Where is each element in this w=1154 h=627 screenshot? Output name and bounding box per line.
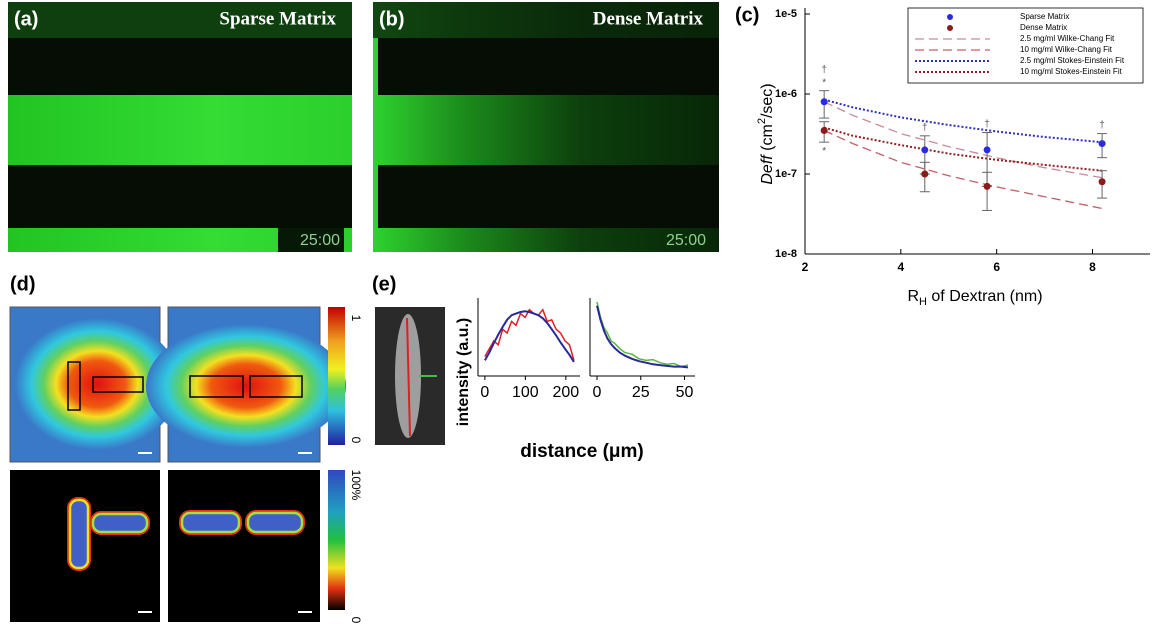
colorbar-label: 0: [349, 617, 363, 624]
panel-label: (b): [379, 8, 405, 30]
colorbar-label: 0: [349, 437, 363, 444]
label-part: (cm: [759, 124, 776, 155]
legend-label: 2.5 mg/ml Wilke-Chang Fit: [1020, 34, 1115, 43]
y-tick-label: 1e-6: [775, 88, 797, 100]
point: [921, 146, 928, 153]
time-stamp: 25:00: [300, 232, 340, 249]
label-part: eff: [759, 154, 776, 173]
panel-label: (d): [10, 273, 36, 295]
panel-title: Sparse Matrix: [219, 8, 336, 29]
panel-title: Dense Matrix: [593, 8, 704, 29]
colorbar: [328, 307, 345, 445]
legend-label: Dense Matrix: [1020, 23, 1067, 32]
panel-b: (b) Dense Matrix 25:00: [373, 2, 719, 252]
x-tick-label: 2: [802, 260, 809, 274]
point-annotation: *: [822, 146, 826, 157]
x-axis-label: distance (μm): [520, 441, 644, 462]
legend-label: 10 mg/ml Stokes-Einstein Fit: [1020, 67, 1123, 76]
map: [168, 470, 320, 622]
point-annotation: †: [984, 119, 990, 130]
figure: (a) Sparse Matrix 25:00 (b) Dense Matrix…: [0, 0, 1154, 627]
label-part: R: [907, 288, 919, 305]
x-tick-label: 0: [480, 384, 489, 401]
panel-a: (a) Sparse Matrix 25:00: [8, 2, 352, 252]
colorbar: [328, 470, 345, 610]
legend-marker: [947, 14, 953, 20]
point: [921, 171, 928, 178]
panel-label: (e): [372, 273, 396, 295]
x-axis-label: RH of Dextran (nm): [907, 288, 1042, 308]
page: {"panel_labels": ["(a)", "(b)", "(c)", "…: [0, 0, 1154, 627]
y-tick-label: 1e-7: [775, 168, 797, 180]
legend-label: 2.5 mg/ml Stokes-Einstein Fit: [1020, 56, 1125, 65]
colorbar-label: 100%: [349, 470, 363, 501]
profile-line: [597, 302, 688, 367]
cell: [182, 513, 239, 532]
panel-label: (a): [14, 8, 38, 30]
cell: [248, 513, 302, 532]
panel-label: (c): [735, 4, 759, 26]
legend-marker: [947, 25, 953, 31]
cell: [93, 514, 147, 532]
label-part: of Dextran (nm): [927, 288, 1043, 305]
x-tick-label: 100: [512, 384, 539, 401]
point: [821, 127, 828, 134]
band: [8, 38, 352, 95]
point: [984, 183, 991, 190]
panel-e: (e) intensity (a.u.) distance (μm) 0 100 2…: [372, 273, 695, 462]
cell: [70, 500, 88, 568]
heatmap-field: [146, 324, 346, 448]
point: [1099, 140, 1106, 147]
point-annotation: †: [922, 122, 928, 133]
x-tick-label: 8: [1089, 260, 1096, 274]
x-tick-label: 0: [593, 384, 602, 401]
y-axis-label: Deff (cm2/sec): [756, 83, 776, 184]
band: [8, 165, 352, 228]
fit-line: [824, 102, 1102, 178]
profile-line: [597, 306, 688, 368]
legend-label: Sparse Matrix: [1020, 12, 1069, 21]
y-tick-label: 1e-5: [775, 8, 797, 20]
panel-c: (c) Deff (cm2/sec) RH of Dextran (nm) 1e…: [735, 4, 1150, 308]
point-annotation: *: [822, 77, 826, 88]
label-part: D: [759, 173, 776, 185]
time-stamp: 25:00: [666, 232, 706, 249]
legend-label: 10 mg/ml Wilke-Chang Fit: [1020, 45, 1113, 54]
panel-d: (d) 1 0 100% 0: [10, 273, 363, 623]
point-annotation: †: [821, 64, 827, 75]
point-annotation: †: [1099, 120, 1105, 131]
label-part: /sec): [759, 83, 776, 118]
x-tick-label: 6: [993, 260, 1000, 274]
point: [1099, 178, 1106, 185]
band: [378, 38, 719, 95]
profile-line: [485, 311, 574, 362]
band: [378, 165, 719, 228]
x-tick-label: 25: [632, 384, 650, 401]
x-tick-label: 50: [676, 384, 694, 401]
colorbar-label: 1: [349, 315, 363, 322]
x-tick-label: 200: [552, 384, 579, 401]
y-tick-label: 1e-8: [775, 248, 797, 260]
point: [984, 146, 991, 153]
x-tick-label: 4: [897, 260, 904, 274]
label-part: H: [919, 296, 927, 308]
fit-line: [824, 131, 1102, 209]
y-axis-label: intensity (a.u.): [455, 318, 472, 426]
point: [821, 98, 828, 105]
